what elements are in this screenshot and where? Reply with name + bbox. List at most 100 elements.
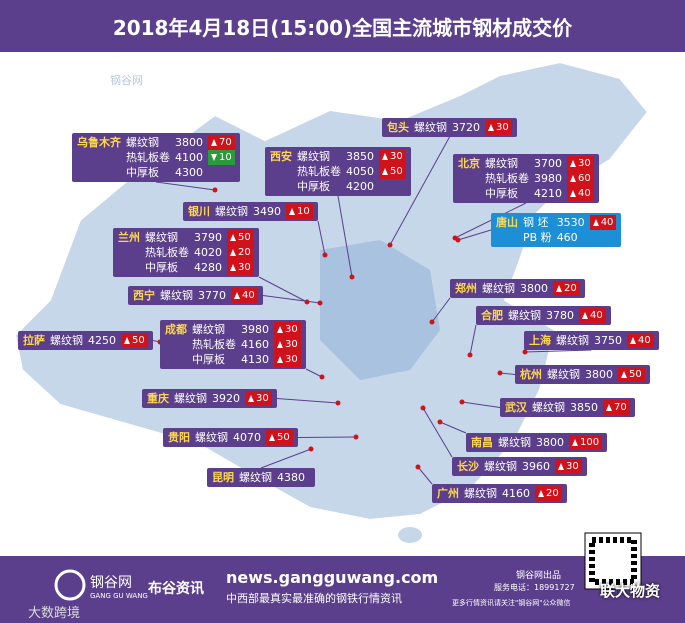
city-box: 杭州 螺纹钢 3800 50 <box>515 365 650 384</box>
price-change: 30 <box>274 337 301 352</box>
change-value: 60 <box>578 173 591 184</box>
change-value: 20 <box>546 488 559 499</box>
product: 螺纹钢 <box>215 205 248 218</box>
brand: 钢谷网 <box>90 575 132 591</box>
hainan <box>398 527 422 543</box>
city-box: 昆明 螺纹钢 4380 <box>207 468 315 487</box>
arrow <box>211 139 217 146</box>
city-name: 北京 <box>458 157 480 170</box>
city-box: 广州 螺纹钢 4160 20 <box>432 484 567 503</box>
city-box: 乌鲁木齐 螺纹钢 3800 70 热轧板卷 4100 10 中厚板 4300 <box>72 133 240 182</box>
change-value: 20 <box>238 247 251 258</box>
corner-mark: 大数跨境 <box>28 606 81 621</box>
city-dot <box>522 349 528 355</box>
connector <box>260 448 312 469</box>
change-value: 30 <box>578 158 591 169</box>
product: 热轧板卷 <box>485 172 529 185</box>
product: 螺纹钢 <box>195 431 228 444</box>
price-change: 40 <box>567 186 594 201</box>
city-box: 西宁 螺纹钢 3770 40 <box>128 286 263 305</box>
price: 3530 <box>556 216 585 229</box>
price: 3700 <box>534 157 562 170</box>
city-box: 成都 螺纹钢 3980 30 热轧板卷 4160 30 中厚板 4130 30 <box>160 320 306 369</box>
product: 中厚板 <box>192 353 225 366</box>
connector <box>262 295 321 304</box>
arrow <box>570 175 576 182</box>
city-name: 贵阳 <box>168 431 190 444</box>
change-value: 50 <box>629 369 642 380</box>
connector <box>469 324 477 356</box>
change-value: 100 <box>580 437 600 448</box>
arrow <box>277 341 283 348</box>
change-value: 10 <box>297 206 310 217</box>
arrow <box>230 264 236 271</box>
arrow <box>538 490 544 497</box>
city-name: 长沙 <box>457 460 479 473</box>
price: 3800 <box>175 136 203 149</box>
price: 4070 <box>233 431 261 444</box>
price-change: 30 <box>274 322 301 337</box>
city-dot <box>319 374 325 380</box>
connector <box>461 401 501 408</box>
price: 4050 <box>346 165 374 178</box>
price-change: 40 <box>627 333 654 348</box>
change-value: 10 <box>219 152 232 163</box>
arrow <box>248 395 254 402</box>
connectors <box>152 136 592 485</box>
product: 螺纹钢 <box>126 136 159 149</box>
change-value: 30 <box>496 122 509 133</box>
arrow <box>630 337 636 344</box>
price: 4020 <box>194 246 222 259</box>
sub-brand: 布谷资讯 <box>148 581 204 597</box>
footer-bar <box>0 556 685 623</box>
product: 热轧板卷 <box>126 151 170 164</box>
connector <box>524 349 592 353</box>
arrow <box>211 154 217 161</box>
product: 螺纹钢 <box>484 460 517 473</box>
city-box: 包头 螺纹钢 3720 30 <box>382 118 517 137</box>
city-dot <box>415 464 421 470</box>
price: 3800 <box>536 436 564 449</box>
arrow <box>570 160 576 167</box>
product: 螺纹钢 <box>482 282 515 295</box>
city-name: 重庆 <box>147 392 169 405</box>
product: 热轧板卷 <box>192 338 236 351</box>
title: 2018年4月18日(15:00)全国主流城市钢材成交价 <box>112 16 573 40</box>
connector <box>417 466 433 485</box>
price: 3770 <box>198 289 226 302</box>
city-name: 合肥 <box>481 309 503 322</box>
arrow <box>277 356 283 363</box>
arrow <box>234 292 240 299</box>
price-change: 50 <box>618 367 645 382</box>
arrow <box>382 153 388 160</box>
product: PB 粉 <box>523 231 552 244</box>
change-value: 30 <box>238 262 251 273</box>
city-name: 乌鲁木齐 <box>77 136 121 149</box>
city-dot <box>467 352 473 358</box>
price: 4300 <box>175 166 203 179</box>
arrow <box>277 326 283 333</box>
price-change: 30 <box>567 156 594 171</box>
price: 4160 <box>502 487 530 500</box>
price-change: 70 <box>208 135 235 150</box>
change-value: 50 <box>238 232 251 243</box>
price-change: 50 <box>266 430 293 445</box>
stamp: 联大物资 <box>600 582 661 600</box>
city-box: 西安 螺纹钢 3850 30 热轧板卷 4050 50 中厚板 4200 <box>265 147 411 196</box>
arrow <box>269 434 275 441</box>
connector <box>454 202 527 239</box>
arrow <box>230 234 236 241</box>
price-change: 30 <box>485 120 512 135</box>
arrow <box>570 190 576 197</box>
price-change: 50 <box>227 230 254 245</box>
city-name: 武汉 <box>505 401 527 414</box>
city-box: 拉萨 螺纹钢 4250 50 <box>18 331 153 350</box>
change-value: 40 <box>600 217 614 228</box>
city-dot <box>212 187 218 193</box>
city-name: 上海 <box>529 334 551 347</box>
arrow <box>124 337 130 344</box>
price-change: 30 <box>227 260 254 275</box>
change-value: 30 <box>566 461 579 472</box>
price: 3980 <box>534 172 562 185</box>
